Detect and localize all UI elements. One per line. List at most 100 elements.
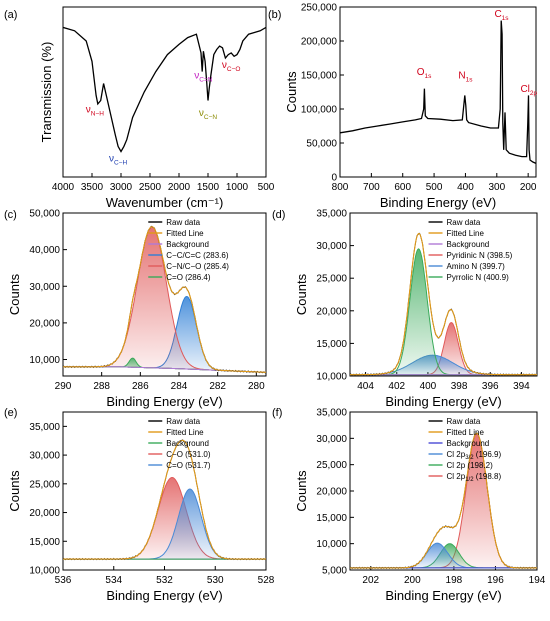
x-tick-label: 532 [156,575,173,586]
x-axis-label: Binding Energy (eV) [385,394,501,409]
legend-entry: C−N/C−O (285.4) [166,262,229,271]
y-axis-label: Counts [284,71,299,113]
x-axis-label: Wavenumber (cm⁻¹) [106,195,224,210]
x-tick-label: 4000 [52,182,75,193]
y-tick-label: 20,000 [316,306,347,317]
plot-area [340,20,536,164]
y-tick-label: 30,000 [316,241,347,252]
panel-f: (f) 202 200 198 196 194 5,000 10,000 15,000 20,00… [272,407,546,603]
x-tick-label: 194 [529,575,546,586]
y-tick-label: 5,000 [322,566,347,577]
peak-component [350,354,537,376]
y-tick-label: 15,000 [316,339,347,350]
x-tick-label: 402 [388,381,405,392]
x-tick-label: 400 [420,381,437,392]
y-tick-label: 10,000 [316,372,347,383]
y-tick-label: 0 [331,173,337,184]
y-tick-label: 20,000 [316,487,347,498]
y-tick-label: 10,000 [29,566,60,577]
plot-area [63,225,266,374]
peak-component [63,226,266,373]
x-tick-label: 2500 [139,182,162,193]
x-tick-label: 3000 [110,182,133,193]
panel-label: (e) [4,407,17,419]
x-tick-label: 398 [451,381,468,392]
plot-frame [62,6,267,178]
plot-frame [349,411,538,571]
legend-entry: C−O (531.0) [166,450,211,459]
x-tick-label: 196 [487,575,504,586]
y-axis-label: Counts [294,470,309,512]
y-tick-label: 10,000 [29,355,60,366]
x-tick-label: 202 [362,575,379,586]
x-tick-label: 282 [209,381,226,392]
x-tick-label: 288 [93,381,110,392]
legend: Raw data Fitted Line Background Pyridinic N… [428,218,513,282]
x-tick-label: 530 [207,575,224,586]
peak-annotation: νC=N [194,70,212,83]
legend-entry: Fitted Line [166,428,204,437]
legend-entry: Cl 2p1/2 (198.8) [447,472,502,483]
peak-annotation: νC−H [109,154,127,167]
peak-component [63,476,266,560]
x-tick-label: 200 [404,575,421,586]
panel-label: (b) [268,9,281,21]
x-tick-label: 394 [513,381,530,392]
x-tick-label: 3500 [81,182,104,193]
fitted-line [350,232,537,376]
legend-entry: Background [166,240,209,249]
legend-entry: Raw data [166,218,200,227]
plot-frame [62,212,267,377]
legend-entry: C=O (531.7) [166,461,211,470]
y-tick-label: 30,000 [29,451,60,462]
plot-area [63,26,266,153]
y-tick-label: 250,000 [301,3,338,14]
legend-entry: Fitted Line [447,428,485,437]
x-tick-label: 536 [55,575,72,586]
x-tick-label: 1000 [226,182,249,193]
legend-entry: Fitted Line [166,229,204,238]
y-tick-label: 30,000 [29,282,60,293]
legend-entry: Background [166,439,209,448]
y-tick-label: 35,000 [316,408,347,419]
legend-entry: Raw data [447,417,481,426]
peak-annotation: Cl2p [520,84,537,97]
peak-annotation: O1s [417,67,432,80]
fitted-line [63,439,266,560]
legend-entry: Amino N (399.7) [447,262,506,271]
y-axis-label: Transmission (%) [39,42,54,143]
x-tick-label: 800 [332,182,349,193]
legend: Raw data Fitted Line Background Cl 2p3/2 (1… [428,417,502,483]
y-tick-label: 150,000 [301,71,338,82]
x-tick-label: 198 [446,575,463,586]
y-tick-label: 15,000 [29,537,60,548]
y-tick-label: 15,000 [316,513,347,524]
x-tick-label: 300 [488,182,505,193]
panel-label: (d) [272,209,285,221]
peak-component [350,542,537,569]
plot-frame [349,212,538,377]
x-tick-label: 396 [482,381,499,392]
y-tick-label: 35,000 [316,209,347,220]
x-tick-label: 200 [520,182,537,193]
x-tick-label: 1500 [197,182,220,193]
panel-label: (a) [4,9,17,21]
panel-d: (d) 404 402 400 398 396 394 10,000 15,000 20,000 2… [272,209,538,409]
x-tick-label: 534 [105,575,122,586]
x-axis-label: Binding Energy (eV) [106,394,222,409]
x-tick-label: 500 [426,182,443,193]
x-tick-label: 700 [363,182,380,193]
fitted-line [350,432,537,569]
x-tick-label: 500 [258,182,275,193]
panel-c: (c) 290 288 286 284 282 280 10,000 20,000 30,000 4… [4,209,267,409]
y-axis-label: Counts [7,470,22,512]
x-axis-label: Binding Energy (eV) [380,195,496,210]
y-tick-label: 200,000 [301,37,338,48]
panel-label: (c) [4,209,17,221]
legend-entry: Pyridinic N (398.5) [447,251,513,260]
legend-entry: Pyrrolic N (400.9) [447,273,510,282]
legend: Raw data Fitted Line Background C−C/C=C (28… [148,218,229,282]
plot-area [350,232,537,376]
x-axis-label: Binding Energy (eV) [385,588,501,603]
